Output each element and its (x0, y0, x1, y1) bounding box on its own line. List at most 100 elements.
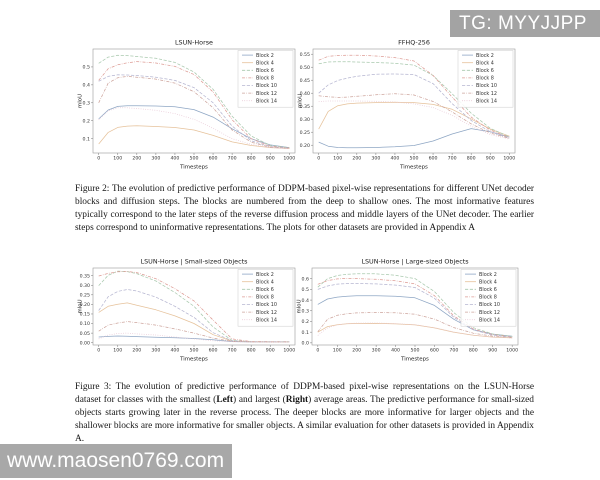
svg-text:Block 4: Block 4 (479, 279, 497, 285)
svg-text:200: 200 (352, 348, 361, 354)
series-block-4 (98, 125, 290, 149)
svg-text:700: 700 (228, 156, 237, 162)
series-block-6 (317, 273, 513, 337)
svg-text:0.1: 0.1 (302, 330, 309, 336)
svg-text:900: 900 (266, 348, 275, 354)
svg-text:0.35: 0.35 (300, 104, 310, 110)
series-block-10 (317, 283, 513, 338)
series-block-2 (98, 335, 290, 343)
svg-text:100: 100 (113, 348, 122, 354)
svg-text:Block 2: Block 2 (479, 272, 497, 278)
y-axis-label: mIoU (297, 299, 303, 313)
svg-text:300: 300 (151, 156, 160, 162)
svg-text:0.45: 0.45 (300, 78, 310, 84)
svg-text:0.05: 0.05 (80, 331, 90, 337)
svg-text:0: 0 (97, 156, 100, 162)
svg-text:0: 0 (316, 348, 319, 354)
svg-text:900: 900 (266, 156, 275, 162)
svg-text:Block 10: Block 10 (256, 302, 277, 308)
svg-text:Block 10: Block 10 (479, 302, 500, 308)
series-block-12 (98, 76, 290, 149)
svg-text:0.10: 0.10 (80, 321, 90, 327)
svg-text:0.5: 0.5 (302, 287, 309, 293)
svg-text:Block 10: Block 10 (476, 83, 497, 89)
svg-text:0.20: 0.20 (80, 302, 90, 308)
svg-text:200: 200 (132, 348, 141, 354)
svg-text:0.2: 0.2 (302, 319, 309, 325)
series-block-14 (317, 322, 513, 339)
series-block-6 (98, 54, 290, 148)
svg-text:Block 4: Block 4 (476, 60, 494, 66)
svg-text:200: 200 (352, 156, 361, 162)
svg-text:0.5: 0.5 (83, 65, 90, 71)
series-block-8 (98, 61, 290, 149)
svg-text:400: 400 (170, 348, 179, 354)
svg-text:500: 500 (190, 348, 199, 354)
chart-title: FFHQ-256 (398, 39, 430, 47)
svg-text:900: 900 (488, 348, 497, 354)
svg-text:Block 2: Block 2 (476, 53, 494, 59)
svg-text:0.25: 0.25 (80, 293, 90, 299)
figure2-caption-text: Figure 2: The evolution of predictive pe… (75, 184, 534, 233)
svg-text:0: 0 (317, 156, 320, 162)
svg-text:0.4: 0.4 (302, 298, 309, 304)
svg-text:Block 2: Block 2 (256, 272, 274, 278)
svg-text:300: 300 (151, 348, 160, 354)
chart-svg: LSUN-Horse | Large-sized Objects 0 100 200 3… (297, 258, 519, 363)
figure3-caption-part2: ) and largest ( (232, 394, 286, 405)
svg-text:100: 100 (113, 156, 122, 162)
watermark-top-label: TG: MYYJJPP (459, 13, 587, 34)
svg-text:0.35: 0.35 (80, 273, 90, 279)
svg-text:Block 8: Block 8 (476, 76, 494, 82)
svg-text:0.0: 0.0 (302, 341, 309, 347)
svg-text:0.4: 0.4 (83, 83, 90, 89)
chart-svg: FFHQ-256 0 100 200 300 400 500 600 700 800 900 1000… (298, 39, 516, 171)
svg-text:1000: 1000 (283, 156, 295, 162)
series-block-6 (318, 61, 510, 138)
svg-text:Block 10: Block 10 (256, 83, 277, 89)
y-axis-label: mIoU (78, 94, 84, 108)
svg-text:0.3: 0.3 (302, 308, 309, 314)
svg-text:700: 700 (228, 348, 237, 354)
svg-text:Block 14: Block 14 (256, 317, 277, 323)
svg-text:0.30: 0.30 (300, 117, 310, 123)
figure3-caption-bold-right: Right (285, 394, 309, 405)
svg-text:0.50: 0.50 (300, 65, 310, 71)
figure3-chart-large-objects: LSUN-Horse | Large-sized Objects 0 100 200 3… (296, 255, 528, 367)
figure3-chart-small-objects: LSUN-Horse | Small-sized Objects 0 100 200 3… (77, 255, 305, 367)
figure2-caption: Figure 2: The evolution of predictive pe… (75, 183, 534, 235)
svg-text:Block 6: Block 6 (479, 287, 497, 293)
svg-text:800: 800 (467, 156, 476, 162)
svg-text:Block 12: Block 12 (476, 91, 497, 97)
x-axis-label: Timesteps (179, 357, 208, 363)
svg-text:300: 300 (372, 348, 381, 354)
svg-text:Block 12: Block 12 (256, 310, 277, 316)
svg-text:700: 700 (449, 348, 458, 354)
svg-text:Block 4: Block 4 (256, 60, 274, 66)
series-block-2 (318, 128, 510, 149)
svg-text:0.55: 0.55 (300, 52, 310, 58)
series-block-14 (318, 100, 510, 140)
svg-text:Block 12: Block 12 (479, 310, 500, 316)
svg-text:600: 600 (209, 348, 218, 354)
series-block-10 (98, 74, 290, 149)
series-block-12 (317, 312, 513, 338)
svg-text:800: 800 (469, 348, 478, 354)
svg-text:0.25: 0.25 (300, 130, 310, 136)
series-block-8 (317, 278, 513, 338)
svg-text:600: 600 (430, 348, 439, 354)
svg-text:100: 100 (333, 348, 342, 354)
svg-text:400: 400 (390, 156, 399, 162)
figure3-caption-bold-left: Left (216, 394, 233, 405)
svg-text:0.40: 0.40 (300, 91, 310, 97)
svg-text:Block 4: Block 4 (256, 279, 274, 285)
series-block-10 (318, 73, 510, 139)
y-axis-label: mIoU (298, 94, 304, 108)
svg-text:600: 600 (209, 156, 218, 162)
svg-text:0.00: 0.00 (80, 340, 90, 346)
svg-text:300: 300 (371, 156, 380, 162)
figure2-chart-lsun-horse: LSUN-Horse 0 100 200 300 400 500 600 700 800 900 10… (77, 36, 305, 175)
